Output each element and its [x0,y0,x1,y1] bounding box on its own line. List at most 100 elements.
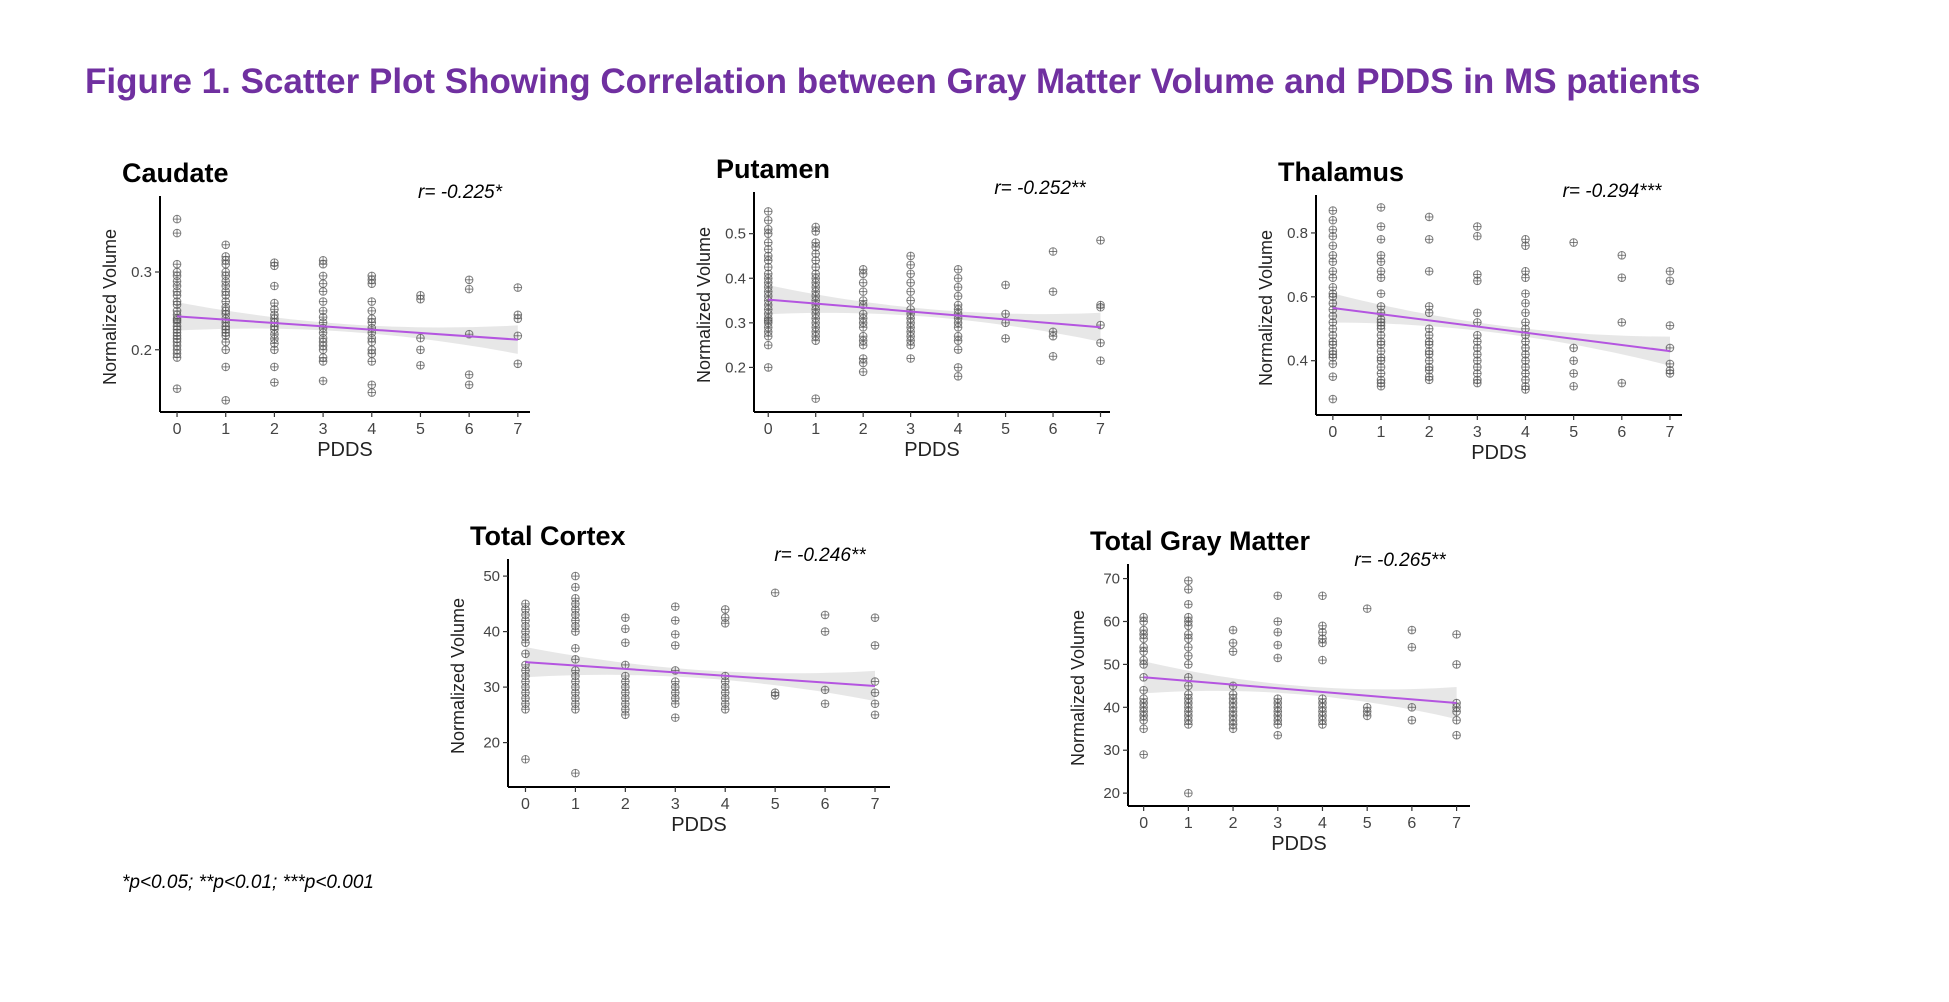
data-point [1473,231,1482,241]
data-point [221,345,231,355]
y-tick-label: 20 [483,735,500,752]
data-point [221,396,231,405]
data-point [172,384,182,393]
x-tick-label: 1 [811,421,820,438]
data-point [953,372,963,381]
data-point [571,627,580,636]
data-point [720,618,730,628]
data-point [1096,356,1105,366]
correlation-label: r= -0.225* [418,182,503,203]
data-point [621,638,630,647]
data-point [1228,724,1238,734]
data-point [1228,638,1238,648]
data-point [770,588,780,598]
data-point [858,269,868,279]
data-point [367,297,377,306]
data-point [318,297,328,306]
data-point [670,641,680,650]
data-point [1617,273,1627,282]
data-point [521,649,530,659]
correlation-label: r= -0.252** [994,178,1086,199]
data-point [953,282,963,292]
data-point [270,378,279,387]
data-point [1569,238,1578,247]
data-point [763,340,773,350]
data-point [906,340,915,350]
data-point [172,353,182,362]
x-axis-label: PDDS [317,439,373,461]
data-point [1096,320,1105,330]
y-tick-label: 30 [1103,742,1120,759]
data-point [670,616,680,625]
y-tick-label: 0.4 [725,270,746,287]
data-point [1001,309,1010,319]
data-point [318,357,328,366]
data-point [1139,724,1148,734]
y-tick-label: 0.5 [725,226,746,243]
data-point [811,394,821,403]
data-point [670,630,680,639]
data-point [521,705,530,714]
chart-title: Thalamus [1278,157,1404,187]
data-point [1328,206,1338,215]
x-tick-label: 4 [367,421,376,438]
x-tick-label: 0 [1139,815,1148,832]
data-point [953,291,963,301]
data-point [1318,655,1327,665]
x-tick-label: 2 [270,421,279,438]
data-point [1048,331,1058,341]
data-point [416,345,425,355]
data-point [367,388,377,397]
data-point [858,278,868,288]
y-axis-label: Normalized Volume [100,229,120,385]
data-point [1139,634,1148,643]
data-point [763,229,773,238]
data-point [1318,638,1327,648]
data-point [953,273,963,283]
x-axis-label: PDDS [1471,442,1527,464]
data-point [571,643,580,653]
data-point [870,641,880,650]
chart-title: Total Cortex [470,521,626,551]
data-point [221,240,231,250]
y-axis-label: Normalized Volume [1256,230,1276,386]
data-point [1473,308,1482,318]
data-point [1048,351,1058,361]
data-point [1184,681,1193,691]
data-point [1473,276,1482,286]
y-axis-label: Normalized Volume [694,227,714,383]
data-point [1139,617,1148,626]
chart-total-cortex: Total Cortex r= -0.246** 0 1 2 3 4 5 6 7 20 30 40 50 P… [448,521,890,836]
data-point [571,768,580,778]
data-point [513,359,523,369]
data-point [1376,289,1386,298]
x-tick-label: 0 [173,421,182,438]
data-point [820,627,830,636]
data-point [464,275,474,285]
data-point [621,624,630,634]
data-point [1424,235,1434,244]
data-point [1184,634,1193,643]
data-point [318,287,328,296]
data-point [270,345,279,355]
data-point [318,376,328,386]
data-point [1184,651,1193,661]
data-point [1376,222,1386,231]
data-point [953,363,963,372]
x-tick-label: 6 [1049,421,1058,438]
data-point [1318,720,1327,729]
data-point [1424,266,1434,276]
data-point [571,582,580,592]
data-point [571,655,580,664]
chart-thalamus: Thalamus r= -0.294*** 0 1 2 3 4 5 6 7 0.4 0.6 0.8 PDD… [1256,157,1682,464]
data-point [1139,660,1148,669]
data-point [953,265,963,274]
data-point [571,705,580,714]
data-point [820,685,830,695]
data-point [521,754,530,764]
y-tick-label: 50 [483,568,500,585]
data-point [1424,308,1434,318]
y-tick-label: 0.4 [1287,353,1308,370]
data-point [763,207,773,216]
data-point [720,605,730,614]
